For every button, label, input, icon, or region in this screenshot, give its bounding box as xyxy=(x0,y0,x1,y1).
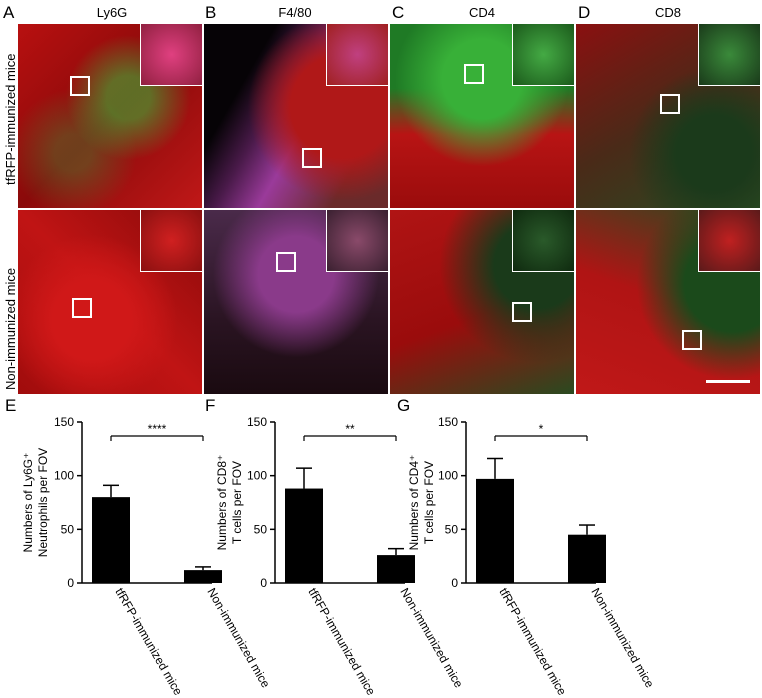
inset-zoom xyxy=(698,24,760,86)
x-category-label: tfRFP-immunized mice xyxy=(305,586,378,698)
panel-letter-a: A xyxy=(3,3,15,22)
y-tick-label: 150 xyxy=(247,415,267,429)
roi-box xyxy=(72,298,92,318)
y-axis-label: T cells per FOV xyxy=(422,461,436,544)
x-category-label: Non-immunized mice xyxy=(588,586,657,691)
bar xyxy=(184,570,222,583)
column-title-cd4: CD4 xyxy=(468,5,495,20)
y-tick-label: 0 xyxy=(451,576,458,590)
y-tick-label: 100 xyxy=(247,469,267,483)
bar xyxy=(377,555,415,583)
inset-zoom xyxy=(512,210,574,272)
panel-letter-c: C xyxy=(392,3,405,22)
y-axis-label: Numbers of CD4⁺ xyxy=(407,455,421,551)
y-tick-label: 0 xyxy=(67,576,74,590)
inset-zoom xyxy=(140,24,202,86)
x-category-label: Non-immunized mice xyxy=(204,586,273,691)
y-tick-label: 0 xyxy=(260,576,267,590)
bar xyxy=(285,488,323,583)
micrograph-c-immunized xyxy=(390,24,574,208)
column-title-f4-80: F4/80 xyxy=(278,5,312,20)
y-axis-label: T cells per FOV xyxy=(230,461,244,544)
inset-zoom xyxy=(512,24,574,86)
roi-box xyxy=(302,148,322,168)
micrograph-d-non-immunized xyxy=(576,210,760,394)
panel-letter-d: D xyxy=(578,3,591,22)
y-axis-label: Neutrophils per FOV xyxy=(36,448,50,557)
roi-box xyxy=(464,64,484,84)
inset-zoom xyxy=(326,210,388,272)
micrograph-a-non-immunized xyxy=(18,210,202,394)
micrograph-d-immunized xyxy=(576,24,760,208)
bar xyxy=(476,478,514,583)
y-tick-label: 50 xyxy=(254,522,268,536)
micrograph-a-immunized xyxy=(18,24,202,208)
bar xyxy=(568,534,606,583)
y-axis-label: Numbers of CD8⁺ xyxy=(215,455,229,551)
inset-zoom xyxy=(326,24,388,86)
y-axis-label: Numbers of Ly6G⁺ xyxy=(21,453,35,553)
scale-bar xyxy=(706,380,750,383)
inset-zoom xyxy=(698,210,760,272)
y-tick-label: 100 xyxy=(54,469,74,483)
y-tick-label: 150 xyxy=(438,415,458,429)
y-tick-label: 50 xyxy=(445,522,459,536)
micrograph-b-immunized xyxy=(204,24,388,208)
panel-letter-g: G xyxy=(397,396,411,415)
y-tick-label: 150 xyxy=(54,415,74,429)
roi-box xyxy=(512,302,532,322)
significance-label: **** xyxy=(148,422,167,436)
roi-box xyxy=(682,330,702,350)
panel-letter-b: B xyxy=(205,3,217,22)
micrograph-b-non-immunized xyxy=(204,210,388,394)
column-title-cd8: CD8 xyxy=(654,5,681,20)
micrograph-c-non-immunized xyxy=(390,210,574,394)
bar xyxy=(92,497,130,583)
y-tick-label: 100 xyxy=(438,469,458,483)
column-title-ly6g: Ly6G xyxy=(96,5,128,20)
significance-label: ** xyxy=(345,422,355,436)
panel-letter-e: E xyxy=(5,396,17,415)
y-tick-label: 50 xyxy=(61,522,75,536)
significance-label: * xyxy=(539,422,544,436)
roi-box xyxy=(276,252,296,272)
inset-zoom xyxy=(140,210,202,272)
x-category-label: Non-immunized mice xyxy=(397,586,466,691)
roi-box xyxy=(660,94,680,114)
panel-letter-f: F xyxy=(205,396,216,415)
roi-box xyxy=(70,76,90,96)
x-category-label: tfRFP-immunized mice xyxy=(496,586,569,698)
x-category-label: tfRFP-immunized mice xyxy=(112,586,185,698)
